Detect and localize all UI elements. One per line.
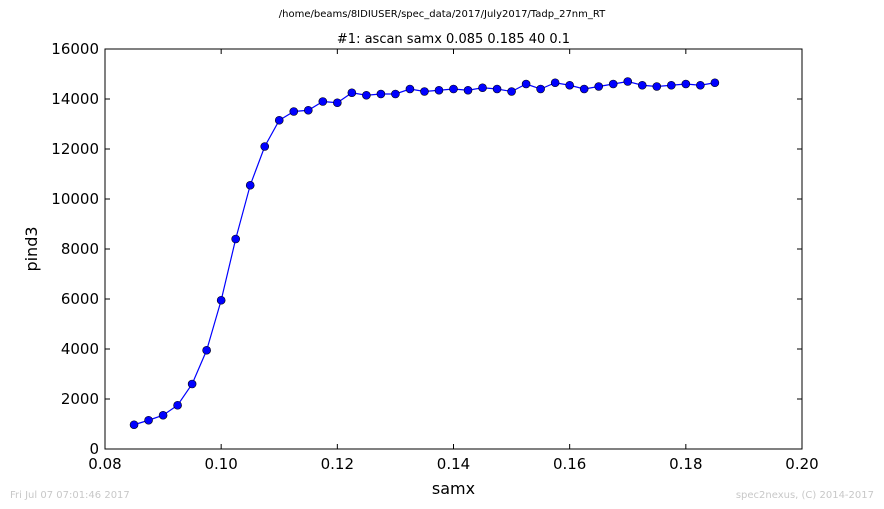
data-point bbox=[173, 400, 182, 410]
y-tick-label: 16000 bbox=[51, 40, 99, 58]
y-tick-label: 2000 bbox=[61, 390, 99, 408]
y-tick-label: 0 bbox=[89, 440, 99, 458]
data-point bbox=[303, 105, 313, 115]
data-point bbox=[391, 89, 400, 99]
data-point bbox=[245, 180, 255, 190]
data-point bbox=[565, 80, 574, 90]
y-tick-label: 10000 bbox=[51, 190, 99, 208]
data-point bbox=[158, 410, 168, 420]
x-tick-label: 0.12 bbox=[321, 455, 354, 473]
x-tick-label: 0.20 bbox=[785, 455, 818, 473]
data-point bbox=[289, 107, 299, 116]
data-point bbox=[521, 79, 531, 89]
x-tick-label: 0.16 bbox=[553, 455, 586, 473]
data-point bbox=[449, 84, 458, 94]
data-point bbox=[594, 82, 604, 91]
data-point bbox=[434, 85, 444, 95]
data-point bbox=[637, 80, 647, 90]
data-point bbox=[333, 98, 342, 108]
data-point bbox=[260, 142, 270, 151]
y-tick-label: 6000 bbox=[61, 290, 99, 308]
data-point bbox=[216, 295, 226, 305]
data-point bbox=[347, 88, 357, 98]
data-point bbox=[652, 82, 662, 91]
data-point bbox=[187, 379, 197, 389]
y-tick-label: 8000 bbox=[61, 240, 99, 258]
data-point bbox=[420, 87, 429, 96]
data-point bbox=[376, 89, 386, 99]
y-axis-label: pind3 bbox=[22, 226, 41, 271]
y-tick-label: 4000 bbox=[61, 340, 99, 358]
footer-timestamp: Fri Jul 07 07:01:46 2017 bbox=[10, 490, 130, 501]
data-point bbox=[696, 80, 705, 90]
data-point bbox=[144, 415, 153, 425]
x-tick-label: 0.08 bbox=[88, 455, 121, 473]
data-point bbox=[463, 85, 473, 95]
data-point bbox=[579, 84, 589, 94]
data-point bbox=[623, 77, 633, 86]
data-series bbox=[129, 77, 720, 430]
data-point bbox=[405, 84, 415, 94]
data-point bbox=[129, 420, 139, 430]
footer-credit: spec2nexus, (C) 2014-2017 bbox=[735, 490, 874, 501]
data-point bbox=[507, 87, 516, 96]
data-point bbox=[478, 83, 487, 93]
chart-title: #1: ascan samx 0.085 0.185 40 0.1 bbox=[337, 32, 570, 47]
x-tick-label: 0.14 bbox=[437, 455, 470, 473]
data-point bbox=[202, 345, 211, 355]
figure-suptitle: /home/beams/8IDIUSER/spec_data/2017/July… bbox=[278, 9, 606, 20]
data-point bbox=[536, 84, 545, 94]
y-tick-label: 12000 bbox=[51, 140, 99, 158]
data-point bbox=[318, 97, 328, 106]
axis-ticks: 0.08 0.10 0.12 0.14 0.16 0.18 0.20 0 2000 4000 600… bbox=[51, 40, 818, 473]
data-point bbox=[681, 79, 691, 89]
data-point bbox=[362, 90, 371, 100]
x-tick-label: 0.10 bbox=[204, 455, 237, 473]
data-point bbox=[231, 234, 240, 244]
y-tick-label: 14000 bbox=[51, 90, 99, 108]
x-tick-label: 0.18 bbox=[669, 455, 702, 473]
data-point bbox=[492, 84, 502, 94]
data-point bbox=[667, 80, 676, 90]
data-point bbox=[710, 78, 720, 88]
data-point bbox=[608, 79, 618, 89]
data-point bbox=[550, 78, 560, 88]
plot-area bbox=[104, 48, 803, 450]
x-axis-label: samx bbox=[432, 479, 475, 498]
data-point bbox=[274, 115, 284, 125]
